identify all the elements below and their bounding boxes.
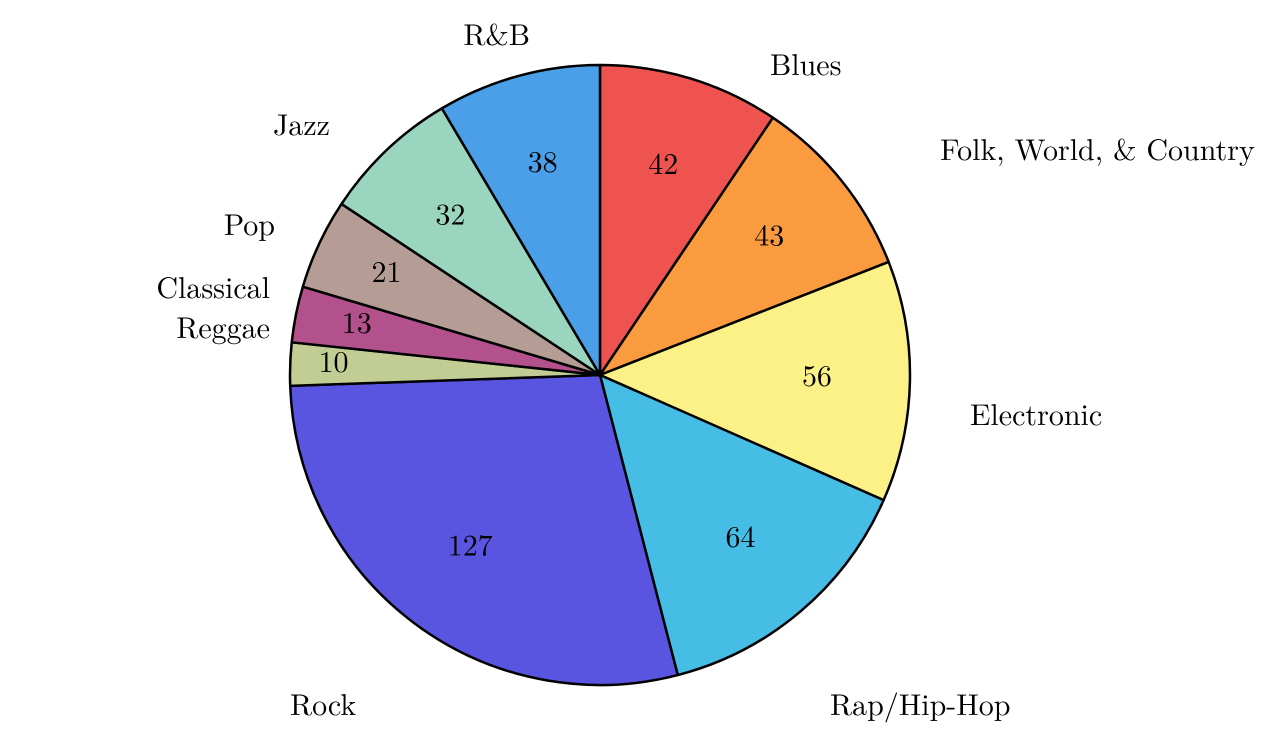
slice-label: Rock [290,681,356,724]
slice-value: 64 [726,513,756,556]
slice-value: 42 [648,140,678,183]
slice-value: 43 [754,212,784,255]
slice-value: 38 [528,138,558,181]
slice-label: R&B [463,11,530,54]
slice-value: 56 [802,352,832,395]
slice-label: Blues [770,41,841,84]
slice-value: 13 [342,299,372,342]
slice-value: 10 [319,338,349,381]
slice-value: 32 [435,190,465,233]
slice-label: Reggae [176,304,270,347]
slice-label: Pop [224,201,275,244]
slice-value: 21 [372,248,402,291]
slice-label: Folk, World, & Country [940,126,1255,169]
slice-value: 127 [448,521,493,564]
slice-label: Jazz [273,101,330,144]
slice-label: Classical [156,264,270,307]
pie-chart: 42 43 56 64 127 101321 32 38 Blues Folk, World, &… [0,0,1280,751]
slice-label: Rap/Hip-Hop [830,681,1010,724]
slice-label: Electronic [970,391,1102,434]
